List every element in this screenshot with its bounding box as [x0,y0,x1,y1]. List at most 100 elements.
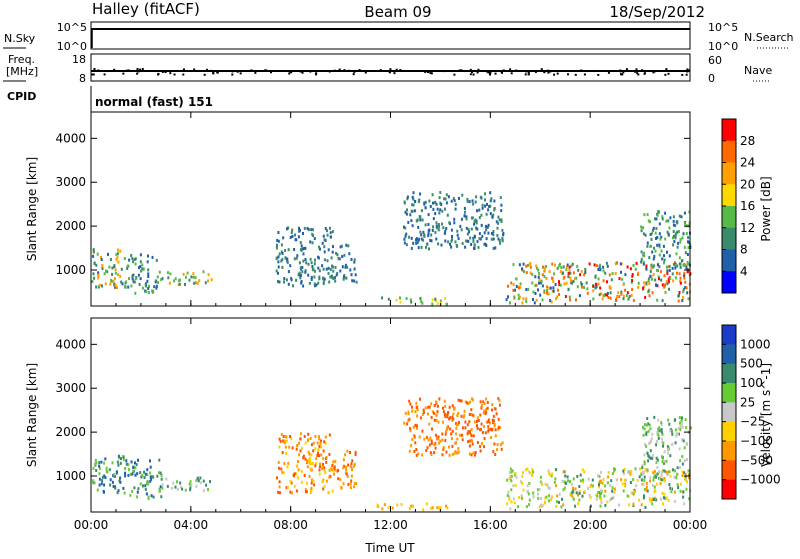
power-echo-cell [512,288,515,292]
velocity-echo-cell [671,487,673,491]
power-echo-cell [572,271,575,275]
velocity-echo-cell [304,441,307,445]
velocity-echo-cell [600,497,602,501]
velocity-echo-cell [322,457,325,461]
power-echo-cell [454,203,457,206]
velocity-echo-cell [589,495,592,499]
power-echo-cell [538,278,541,281]
velocity-echo-cell [310,481,313,485]
power-echo-cell [287,282,290,286]
power-ytick-label: 1000 [55,263,86,277]
velocity-echo-cell [457,411,460,415]
power-echo-region [275,226,334,288]
velocity-echo-cell [456,414,459,417]
power-echo-cell [501,228,504,232]
power-echo-cell [527,263,529,267]
nave-dot [254,71,257,74]
velocity-echo-cell [645,423,648,427]
power-echo-cell [202,270,205,274]
velocity-echo-cell [604,484,607,488]
freq-strip: Freq. [MHz] 18 8 60 0 Nave [3,53,772,85]
velocity-echo-cell [453,451,456,455]
velocity-echo-cell [119,476,122,480]
power-echo-cell [425,245,427,249]
power-echo-cell [404,226,407,230]
velocity-echo-cell [135,463,138,467]
nave-dot [527,73,530,76]
power-echo-cell [119,274,122,278]
velocity-echo-cell [558,500,560,504]
velocity-echo-cell [640,478,643,482]
power-echo-cell [466,197,469,201]
velocity-echo-cell [286,486,289,490]
velocity-echo-cell [528,503,531,507]
power-echo-cell [132,278,135,282]
power-echo-cell [412,241,415,245]
power-echo-cell [287,270,290,274]
velocity-echo-cell [415,448,418,451]
velocity-echo-cell [312,449,315,453]
velocity-echo-cell [487,425,490,429]
power-echo-cell [324,239,327,242]
power-echo-cell [434,201,437,205]
velocity-echo-cell [451,404,454,408]
nave-dot [347,69,350,72]
power-echo-cell [456,229,459,233]
velocity-echo-cell [149,475,152,479]
power-echo-cell [483,231,486,235]
power-echo-cell [339,269,342,273]
power-echo-cell [302,252,305,256]
power-echo-cell [640,260,643,264]
velocity-echo-cell [632,492,635,496]
velocity-echo-cell [305,490,307,494]
power-echo-cell [141,263,144,267]
power-echo-cell [174,277,177,281]
power-echo-cell [106,270,109,274]
velocity-echo-cell [448,445,450,449]
velocity-echo-cell [205,483,208,487]
power-echo-cell [649,233,652,236]
nave-dot [540,68,543,71]
power-echo-cell [488,204,491,208]
velocity-echo-cell [282,471,285,475]
velocity-echo-cell [508,496,511,500]
power-echo-cell [323,277,326,281]
nave-dot [625,68,628,71]
power-echo-cell [556,266,559,270]
power-echo-cell [592,284,595,288]
velocity-echo-cell [494,453,497,456]
power-echo-cell [678,291,681,294]
power-echo-cell [313,269,316,273]
velocity-echo-cell [601,481,604,485]
nave-dot [212,72,215,75]
velocity-echo-cell [521,496,523,500]
velocity-echo-cell [96,488,99,492]
nave-dot [500,70,503,73]
velocity-echo-cell [101,475,104,479]
velocity-echo-cell [132,469,135,473]
velocity-echo-cell [680,419,683,423]
power-echo-cell [622,297,625,301]
velocity-echo-cell [159,485,162,489]
velocity-echo-cell [473,420,476,424]
power-echo-cell [507,295,509,299]
velocity-echo-cell [525,505,528,509]
power-panel-frame [90,111,691,307]
power-echo-cell [674,266,677,270]
velocity-echo-cell [602,478,605,482]
velocity-echo-cell [408,417,411,421]
power-echo-cell [565,268,568,272]
velocity-echo-cell [480,422,483,426]
velocity-echo-cell [498,399,501,402]
velocity-echo-cell [627,470,630,474]
velocity-echo-cell [137,487,140,491]
velocity-echo-cell [660,430,663,434]
velocity-echo-cell [665,496,668,500]
power-echo-cell [678,214,681,218]
velocity-echo-cell [661,437,663,441]
power-echo-cell [486,225,489,229]
velocity-echo-cell [662,469,664,473]
power-echo-cell [97,273,100,277]
x-tick-label: 20:00 [573,518,608,532]
